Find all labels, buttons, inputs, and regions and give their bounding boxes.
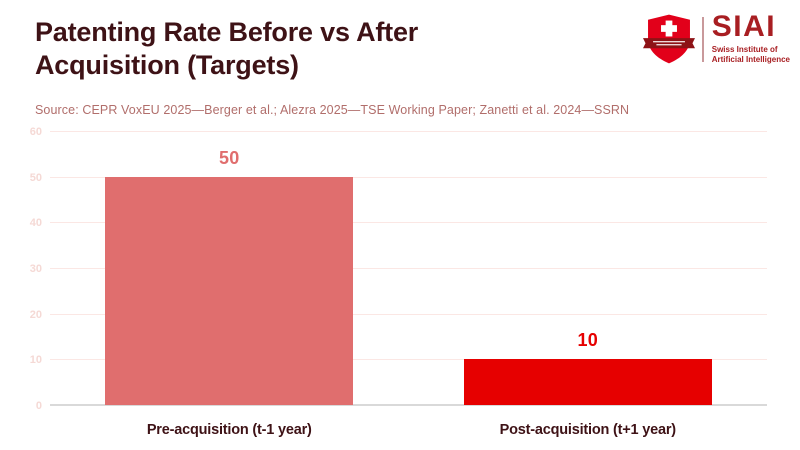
siai-logo: SIAI Swiss Institute of Artificial Intel…	[642, 10, 790, 65]
bar-1	[105, 176, 354, 405]
logo-subtitle: Swiss Institute of Artificial Intelligen…	[712, 45, 790, 65]
gridline	[50, 176, 767, 178]
y-tick-label: 20	[29, 308, 42, 321]
gridline	[50, 131, 767, 132]
y-tick-label: 40	[29, 217, 42, 230]
bar-value-label: 10	[577, 330, 599, 351]
y-tick-label: 10	[29, 354, 42, 367]
plot-area: 0 10 20 30 40 50 60 50 Pre-acquisition (t-1 year…	[30, 126, 767, 438]
source-line: Source: CEPR VoxEU 2025—Berger et al.; A…	[35, 103, 630, 117]
y-tick-label: 30	[29, 263, 42, 275]
logo-subtitle-line1: Swiss Institute of	[711, 44, 778, 54]
logo-divider	[701, 16, 704, 62]
y-tick-label: 60	[29, 126, 42, 138]
gridline	[50, 313, 767, 315]
logo-text: SIAI Swiss Institute of Artificial Intel…	[711, 10, 790, 65]
x-axis-category-label: Post-acquisition (t+1 year)	[499, 422, 676, 438]
bar-value-label: 50	[218, 147, 240, 168]
y-tick-label: 0	[35, 400, 42, 412]
page-title: Patenting Rate Before vs After Acquisiti…	[35, 17, 419, 81]
gridline	[50, 359, 767, 361]
gridline	[50, 268, 767, 269]
x-axis-category-label: Pre-acquisition (t-1 year)	[146, 422, 312, 438]
gridline	[50, 222, 767, 224]
logo-subtitle-line2: Artificial Intelligence	[711, 54, 790, 64]
y-tick-label: 50	[29, 171, 42, 184]
siai-shield-icon	[642, 14, 695, 64]
x-axis-line	[50, 404, 767, 406]
bar-2	[463, 359, 712, 405]
logo-acronym: SIAI	[711, 10, 777, 44]
